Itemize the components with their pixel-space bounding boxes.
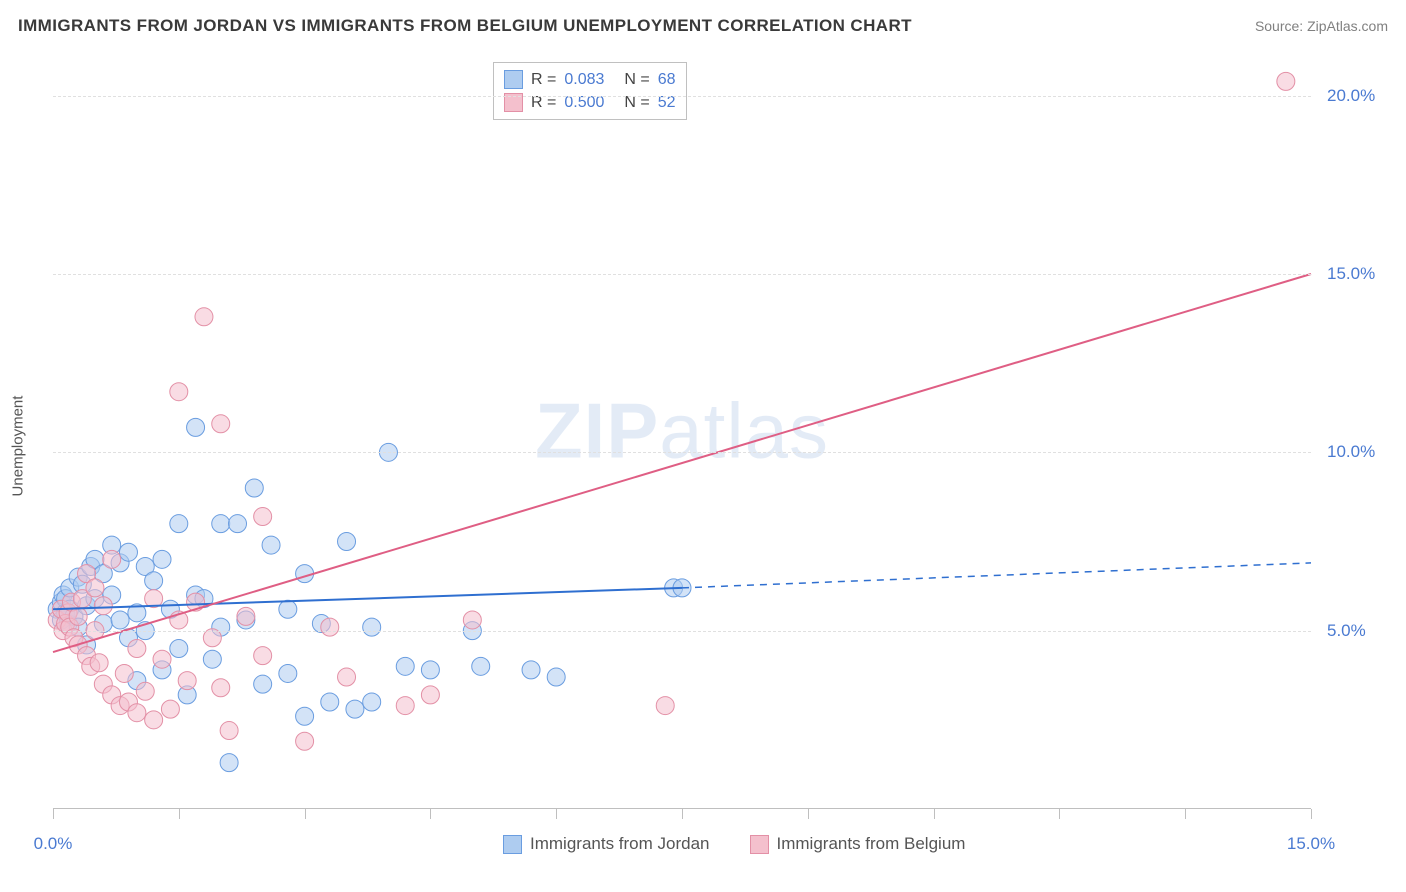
data-point[interactable] — [254, 675, 272, 693]
data-point[interactable] — [237, 607, 255, 625]
legend-n-label: N = — [624, 71, 649, 89]
y-gridline — [53, 274, 1311, 275]
data-point[interactable] — [170, 515, 188, 533]
x-tick — [1311, 809, 1312, 819]
source-label: Source: ZipAtlas.com — [1255, 18, 1388, 34]
data-point[interactable] — [145, 572, 163, 590]
data-point[interactable] — [421, 686, 439, 704]
x-tick-label: 0.0% — [34, 834, 73, 854]
data-point[interactable] — [153, 650, 171, 668]
data-point[interactable] — [119, 543, 137, 561]
data-point[interactable] — [279, 664, 297, 682]
data-point[interactable] — [421, 661, 439, 679]
x-tick — [1185, 809, 1186, 819]
legend-series-name: Immigrants from Belgium — [777, 834, 966, 854]
legend-swatch — [504, 70, 523, 89]
x-tick — [1059, 809, 1060, 819]
data-point[interactable] — [103, 550, 121, 568]
data-point[interactable] — [145, 711, 163, 729]
data-point[interactable] — [547, 668, 565, 686]
y-tick-label: 10.0% — [1327, 442, 1375, 462]
data-point[interactable] — [472, 657, 490, 675]
y-gridline — [53, 631, 1311, 632]
data-point[interactable] — [94, 597, 112, 615]
data-point[interactable] — [338, 533, 356, 551]
data-point[interactable] — [111, 611, 129, 629]
data-point[interactable] — [338, 668, 356, 686]
data-point[interactable] — [115, 664, 133, 682]
y-gridline — [53, 96, 1311, 97]
data-point[interactable] — [254, 647, 272, 665]
data-point[interactable] — [245, 479, 263, 497]
y-tick-label: 20.0% — [1327, 86, 1375, 106]
data-point[interactable] — [279, 600, 297, 618]
data-point[interactable] — [178, 672, 196, 690]
data-point[interactable] — [128, 640, 146, 658]
data-point[interactable] — [212, 415, 230, 433]
legend-r-value: 0.083 — [564, 71, 604, 89]
data-point[interactable] — [346, 700, 364, 718]
data-point[interactable] — [396, 697, 414, 715]
data-point[interactable] — [161, 700, 179, 718]
data-point[interactable] — [170, 640, 188, 658]
data-point[interactable] — [203, 650, 221, 668]
legend-row: R = 0.500N = 52 — [504, 91, 676, 114]
chart-plot-area: ZIPatlas R = 0.083N = 68R = 0.500N = 52 … — [53, 60, 1311, 832]
data-point[interactable] — [229, 515, 247, 533]
data-point[interactable] — [212, 679, 230, 697]
data-point[interactable] — [396, 657, 414, 675]
data-point[interactable] — [254, 508, 272, 526]
trend-line-dashed — [682, 563, 1311, 588]
x-tick — [682, 809, 683, 819]
data-point[interactable] — [69, 607, 87, 625]
data-point[interactable] — [363, 693, 381, 711]
data-point[interactable] — [321, 618, 339, 636]
x-tick-label: 15.0% — [1287, 834, 1335, 854]
legend-series-name: Immigrants from Jordan — [530, 834, 710, 854]
data-point[interactable] — [656, 697, 674, 715]
data-point[interactable] — [262, 536, 280, 554]
data-point[interactable] — [128, 704, 146, 722]
x-tick — [305, 809, 306, 819]
x-tick — [430, 809, 431, 819]
legend-swatch — [503, 835, 522, 854]
data-point[interactable] — [187, 418, 205, 436]
data-point[interactable] — [170, 383, 188, 401]
data-point[interactable] — [321, 693, 339, 711]
y-tick-label: 15.0% — [1327, 264, 1375, 284]
legend-row: R = 0.083 N = 68 — [504, 68, 676, 91]
legend-n-value: 68 — [658, 71, 676, 89]
chart-title: IMMIGRANTS FROM JORDAN VS IMMIGRANTS FRO… — [18, 16, 912, 36]
data-point[interactable] — [296, 707, 314, 725]
data-point[interactable] — [220, 754, 238, 772]
x-tick — [556, 809, 557, 819]
x-tick — [934, 809, 935, 819]
legend-r-label: R = — [531, 71, 556, 89]
chart-header: IMMIGRANTS FROM JORDAN VS IMMIGRANTS FRO… — [18, 16, 1388, 36]
series-legend: Immigrants from Jordan Immigrants from Be… — [503, 834, 965, 854]
y-tick-label: 5.0% — [1327, 621, 1366, 641]
legend-series-item: Immigrants from Belgium — [750, 834, 966, 854]
x-tick — [179, 809, 180, 819]
data-point[interactable] — [212, 515, 230, 533]
data-point[interactable] — [90, 654, 108, 672]
y-axis-label: Unemployment — [10, 396, 27, 497]
data-point[interactable] — [363, 618, 381, 636]
y-gridline — [53, 452, 1311, 453]
legend-swatch — [750, 835, 769, 854]
data-point[interactable] — [522, 661, 540, 679]
data-point[interactable] — [1277, 72, 1295, 90]
x-tick — [808, 809, 809, 819]
correlation-legend: R = 0.083 N = 68 R = 0.500N = 52 — [493, 62, 687, 120]
data-point[interactable] — [195, 308, 213, 326]
data-point[interactable] — [463, 611, 481, 629]
data-point[interactable] — [136, 682, 154, 700]
data-point[interactable] — [153, 550, 171, 568]
data-point[interactable] — [220, 722, 238, 740]
legend-series-item: Immigrants from Jordan — [503, 834, 710, 854]
data-point[interactable] — [296, 732, 314, 750]
data-point[interactable] — [86, 579, 104, 597]
scatter-svg — [53, 60, 1311, 832]
x-tick — [53, 809, 54, 819]
